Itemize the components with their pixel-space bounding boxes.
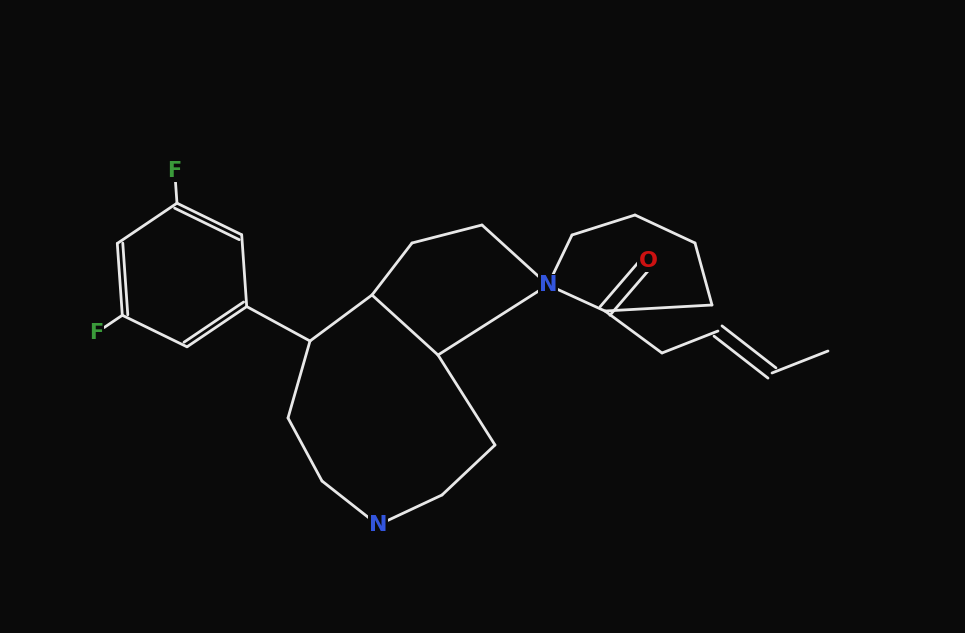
Text: N: N <box>538 275 557 295</box>
Text: O: O <box>639 251 657 271</box>
Text: N: N <box>369 515 387 535</box>
Text: F: F <box>168 161 181 181</box>
Text: F: F <box>89 323 103 343</box>
